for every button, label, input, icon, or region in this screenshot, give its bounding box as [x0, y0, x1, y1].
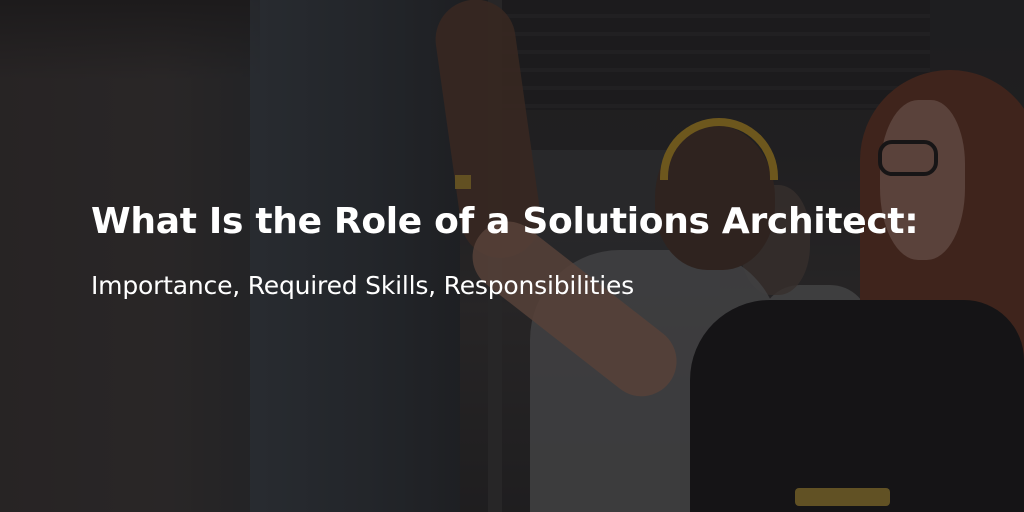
title-block: What Is the Role of a Solutions Architec…	[91, 200, 991, 302]
subheadline: Importance, Required Skills, Responsibil…	[91, 271, 634, 300]
headline: What Is the Role of a Solutions Architec…	[91, 201, 919, 242]
